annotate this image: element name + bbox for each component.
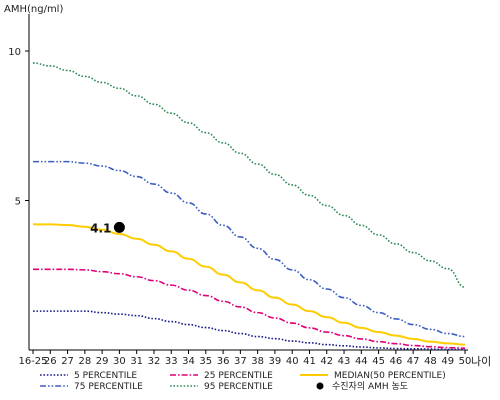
x-tick-label: 47 [407,356,420,367]
series-line-0 [33,310,465,351]
x-tick-label: 50 [459,356,472,367]
x-tick-label: 35 [199,356,212,367]
x-tick-label: 34 [182,356,195,367]
legend-label-3: 75 PERCENTILE [74,382,143,392]
x-tick-label: 31 [130,356,143,367]
legend-label-4: 95 PERCENTILE [204,382,273,392]
x-tick-label: 41 [303,356,316,367]
x-tick-label: 28 [78,356,91,367]
x-tick-label: 40 [286,356,299,367]
legend-point-marker [316,382,324,390]
series-line-2 [33,223,466,346]
legend: 5 PERCENTILE 25 PERCENTILE MEDIAN(50 PERCE… [40,371,446,392]
x-tick-label: 44 [355,356,368,367]
y-tick-label: 5 [15,197,21,208]
x-tick-label: 29 [96,356,109,367]
x-tick-label: 32 [148,356,161,367]
x-tick-label: 48 [424,356,437,367]
y-axis-label: AMH(ng/ml) [4,4,63,15]
x-tick-label: 27 [61,356,74,367]
x-axis-label: 나이 [471,355,491,368]
x-tick-label: 33 [165,356,178,367]
x-tick-label: 38 [251,356,264,367]
x-tick-label: 16-25 [18,356,47,367]
series-line-1 [33,268,466,350]
legend-label-1: 25 PERCENTILE [204,371,273,381]
x-tick-label: 46 [390,356,403,367]
x-tick-label: 43 [338,356,351,367]
x-tick-label: 45 [372,356,385,367]
x-tick-label: 36 [217,356,230,367]
legend-point-label: 수진자의 AMH 농도 [332,381,408,392]
x-tick-label: 30 [113,356,126,367]
y-tick-label: 10 [8,47,21,58]
x-tick-label: 39 [269,356,282,367]
legend-label-0: 5 PERCENTILE [74,371,137,381]
x-tick-label: 49 [441,356,454,367]
x-tick-label: 37 [234,356,247,367]
data-point-0 [113,221,125,233]
x-tick-label: 42 [320,356,333,367]
x-tick-label: 26 [44,356,57,367]
legend-label-2: MEDIAN(50 PERCENTILE) [334,371,446,381]
data-point-label: 4.1 [90,221,111,235]
series-line-4 [32,62,466,289]
